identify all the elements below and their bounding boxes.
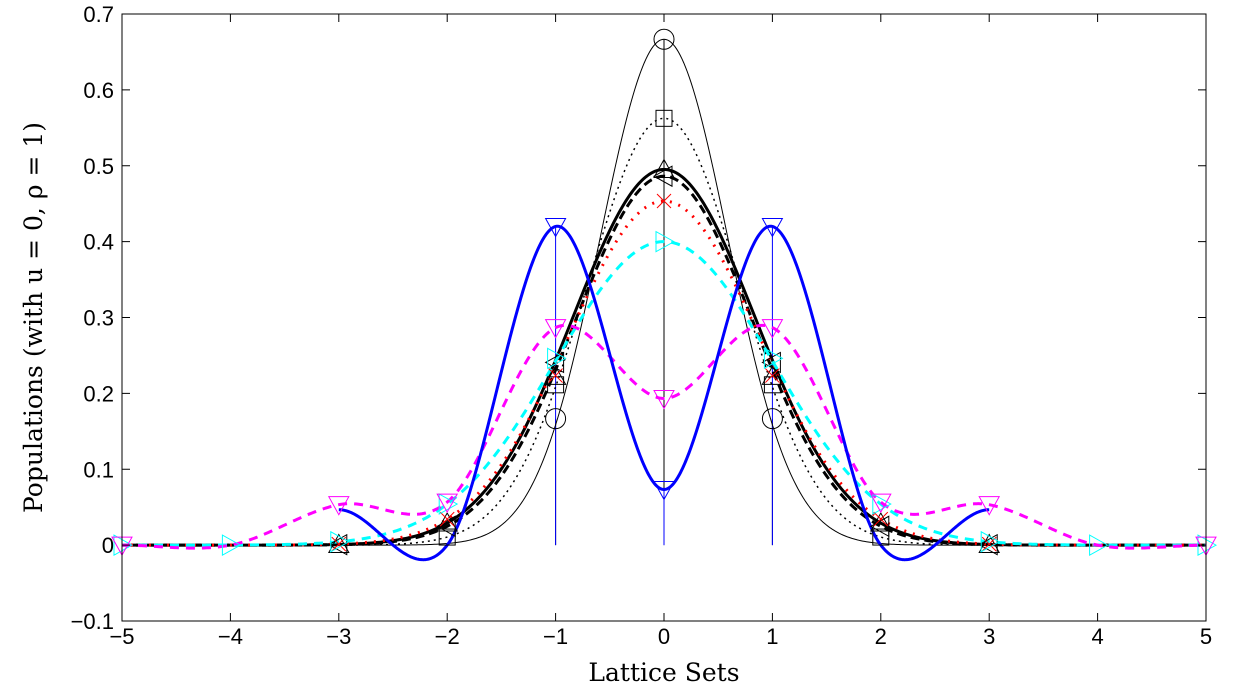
marker-triangle-right xyxy=(221,534,242,556)
x-tick-label: −4 xyxy=(218,624,243,649)
marker-triangle-up xyxy=(761,365,784,385)
marker-triangle-up xyxy=(653,158,675,178)
marker-square xyxy=(872,528,890,546)
marker-x xyxy=(873,511,889,527)
marker-triangle-left xyxy=(544,351,565,374)
y-tick-label: 0.3 xyxy=(83,306,114,331)
marker-triangle-down xyxy=(327,496,350,516)
x-tick-label: 5 xyxy=(1200,624,1212,649)
marker-triangle-up xyxy=(978,533,1001,553)
x-tick-label: −1 xyxy=(543,624,568,649)
series-line xyxy=(122,174,1206,547)
marker-triangle-left xyxy=(327,533,348,556)
marker-triangle-right xyxy=(547,347,567,370)
marker-triangle-right xyxy=(330,530,350,553)
marker-circle xyxy=(653,28,675,50)
marker-triangle-left xyxy=(436,515,456,538)
marker-circle xyxy=(761,408,783,430)
y-tick-label: 0.4 xyxy=(83,230,114,255)
y-tick-label: 0.2 xyxy=(83,381,114,406)
y-tick-label: −0.1 xyxy=(71,609,114,634)
marker-triangle-up xyxy=(869,512,892,532)
marker-triangle-left xyxy=(869,515,890,538)
stems-layer xyxy=(555,39,773,546)
marker-triangle-up xyxy=(544,365,567,385)
marker-triangle-right xyxy=(655,230,676,253)
marker-triangle-down xyxy=(978,496,1001,516)
marker-triangle-down xyxy=(544,217,567,238)
marker-triangle-down xyxy=(761,217,784,238)
y-tick-label: 0.1 xyxy=(83,457,114,482)
marker-triangle-left xyxy=(652,165,673,188)
marker-triangle-down xyxy=(436,493,459,514)
marker-triangle-up xyxy=(327,533,350,553)
marker-x xyxy=(765,368,780,383)
x-tick-label: 1 xyxy=(766,624,778,649)
marker-triangle-down xyxy=(653,481,675,501)
y-axis-title: Populations (with u = 0, ρ = 1) xyxy=(19,122,48,513)
y-tick-label: 0.7 xyxy=(83,2,114,27)
y-tick-label: 0.5 xyxy=(83,154,114,179)
marker-triangle-down xyxy=(544,319,567,339)
marker-triangle-right xyxy=(113,534,134,556)
marker-x xyxy=(439,511,455,527)
y-tick-label: 0 xyxy=(102,533,114,558)
marker-triangle-right xyxy=(1089,534,1109,556)
series-line xyxy=(122,323,1206,550)
x-tick-label: 4 xyxy=(1091,624,1103,649)
marker-x xyxy=(331,536,347,552)
marker-triangle-right xyxy=(438,493,459,515)
marker-x xyxy=(981,536,997,552)
axes: −5 −4 −3 −2 −1 0 1 2 3 4 5 −0.1 0 0.1 0.2 0.3 0.4 0.5 0.6 0… xyxy=(71,2,1213,649)
x-tick-label: 3 xyxy=(983,624,995,649)
x-tick-label: 0 xyxy=(658,624,670,649)
x-tick-label: −2 xyxy=(435,624,460,649)
marker-triangle-left xyxy=(978,533,998,556)
marker-triangle-down xyxy=(761,319,784,339)
x-tick-label: −5 xyxy=(109,624,134,649)
marker-x xyxy=(548,368,563,383)
marker-triangle-left xyxy=(761,351,781,374)
marker-triangle-up xyxy=(436,512,459,532)
x-tick-label: −3 xyxy=(326,624,351,649)
marker-triangle-right xyxy=(872,493,892,515)
series-line xyxy=(122,240,1206,547)
x-tick-label: 2 xyxy=(875,624,887,649)
ticks: −5 −4 −3 −2 −1 0 1 2 3 4 5 −0.1 0 0.1 0.2 0.3 0.4 0.5 0.6 0… xyxy=(71,2,1213,649)
x-axis-title: Lattice Sets xyxy=(588,658,739,687)
marker-triangle-down xyxy=(869,493,892,514)
y-tick-label: 0.6 xyxy=(83,78,114,103)
marker-square xyxy=(655,109,673,127)
marker-triangle-right xyxy=(763,347,784,370)
marker-x xyxy=(656,193,672,209)
marker-triangle-down xyxy=(653,389,675,410)
marker-circle xyxy=(545,408,567,430)
marker-square xyxy=(438,528,456,546)
marker-triangle-right xyxy=(980,530,1001,553)
